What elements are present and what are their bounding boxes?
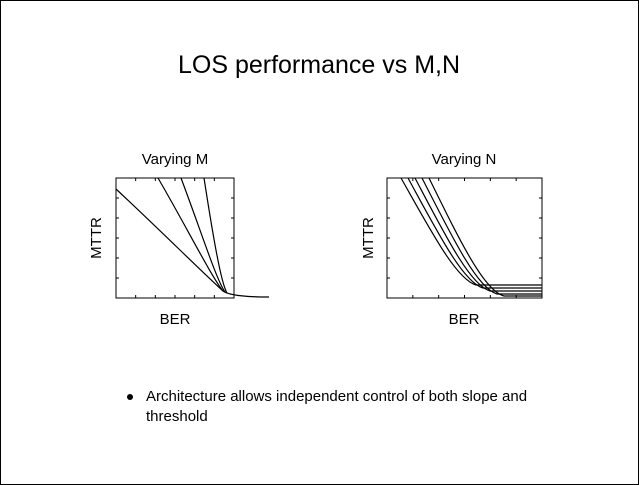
- slide-title: LOS performance vs M,N: [178, 51, 460, 79]
- curves: [400, 177, 542, 297]
- curve: [414, 177, 542, 292]
- x-label: BER: [449, 311, 480, 328]
- curve: [180, 177, 226, 293]
- bullet-text: Architecture allows independent control …: [146, 388, 528, 425]
- y-label: MTTR: [88, 217, 105, 259]
- curve: [428, 177, 542, 297]
- curve: [203, 177, 228, 294]
- plot-title: Varying M: [142, 151, 208, 168]
- curves: [115, 177, 270, 298]
- curve: [407, 177, 542, 289]
- bullet-marker: [127, 394, 133, 400]
- curve: [421, 177, 542, 295]
- curve: [115, 188, 270, 298]
- plot-frame: [386, 177, 543, 299]
- plot-title: Varying N: [432, 151, 497, 168]
- curve: [157, 177, 224, 292]
- y-label: MTTR: [360, 217, 377, 259]
- curve: [400, 177, 542, 286]
- x-label: BER: [160, 311, 191, 328]
- ticks: [116, 178, 542, 298]
